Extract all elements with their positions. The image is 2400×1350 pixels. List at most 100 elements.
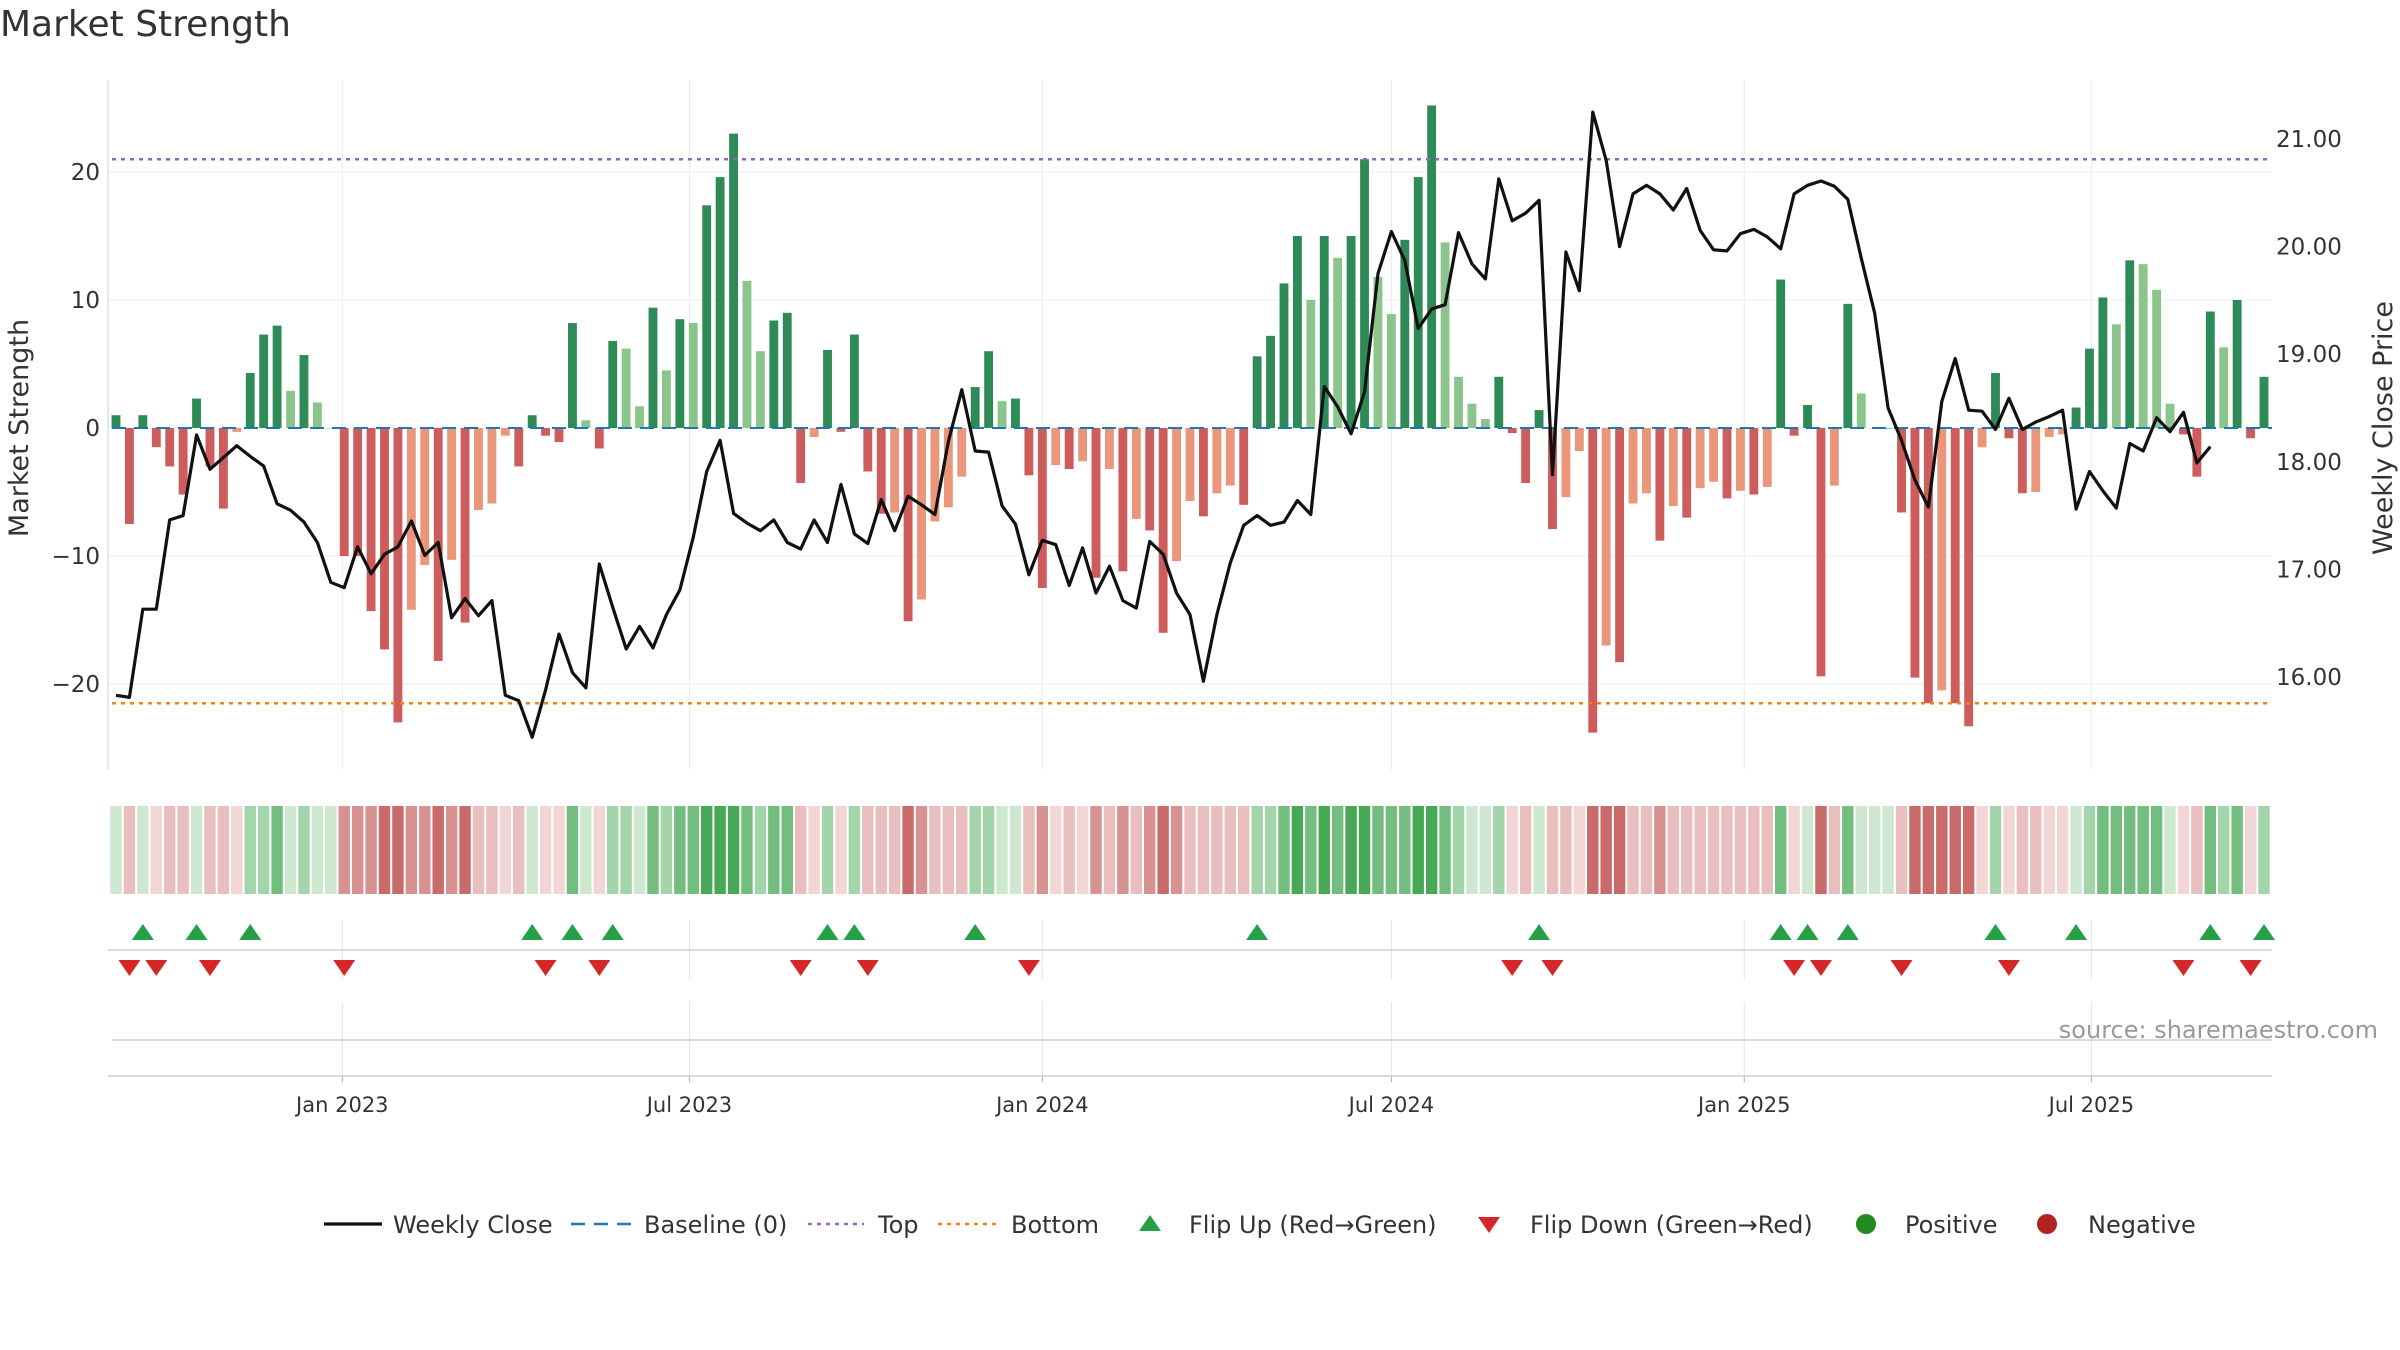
strength-bar bbox=[554, 428, 564, 443]
heat-cell bbox=[2258, 806, 2270, 894]
strength-bar bbox=[970, 387, 980, 428]
flip-down-marker bbox=[1017, 960, 1040, 976]
strength-bar bbox=[1668, 428, 1678, 507]
heat-cell bbox=[1184, 806, 1196, 894]
x-tick-label: Jul 2025 bbox=[2047, 1093, 2134, 1117]
heat-cell bbox=[177, 806, 189, 894]
heat-cell bbox=[593, 806, 606, 894]
x-tick-label: Jan 2024 bbox=[994, 1093, 1089, 1117]
strength-bar bbox=[1789, 428, 1799, 436]
strength-bar bbox=[1037, 428, 1047, 588]
heat-cell bbox=[271, 806, 283, 894]
flip-up-marker bbox=[1528, 924, 1551, 940]
heat-cell bbox=[1345, 806, 1357, 894]
strength-bar bbox=[1252, 356, 1262, 428]
y2-axis-title: Weekly Close Price bbox=[2368, 301, 2399, 555]
strength-bar bbox=[500, 428, 510, 436]
strength-bar bbox=[594, 428, 604, 449]
heat-cell bbox=[2016, 806, 2029, 894]
strength-bar bbox=[1078, 428, 1088, 462]
heat-cell bbox=[2164, 806, 2176, 894]
strength-bar bbox=[111, 415, 121, 428]
strength-bar bbox=[1051, 428, 1061, 466]
strength-bar bbox=[997, 401, 1007, 428]
heat-cell bbox=[1452, 806, 1465, 894]
strength-bar bbox=[406, 428, 416, 610]
strength-bar bbox=[1494, 376, 1504, 428]
strength-bar bbox=[380, 428, 389, 650]
strength-bar bbox=[836, 428, 846, 432]
heat-cell bbox=[1667, 806, 1680, 894]
strength-bar bbox=[1642, 428, 1651, 494]
strength-bar bbox=[769, 320, 779, 428]
heat-cell bbox=[821, 806, 834, 894]
heat-cell bbox=[311, 806, 324, 894]
heat-cell bbox=[929, 806, 941, 894]
strength-bar bbox=[661, 370, 671, 428]
heat-cell bbox=[982, 806, 995, 894]
heat-cell bbox=[915, 806, 928, 894]
strength-bar bbox=[1682, 428, 1692, 518]
strength-bar bbox=[1709, 428, 1719, 482]
heat-cell bbox=[526, 806, 538, 894]
x-tick-label: Jan 2023 bbox=[294, 1093, 389, 1117]
heat-cell bbox=[727, 806, 740, 894]
flip-down-marker bbox=[588, 960, 611, 976]
flip-up-marker bbox=[2253, 924, 2275, 940]
heat-cell bbox=[1385, 806, 1398, 894]
heat-cell bbox=[1063, 806, 1075, 894]
heat-cell bbox=[1909, 806, 1921, 894]
flip-down-marker bbox=[118, 960, 141, 976]
strength-bar bbox=[1145, 428, 1155, 531]
heat-cell bbox=[2083, 806, 2096, 894]
strength-bar bbox=[2058, 428, 2068, 435]
heat-cell bbox=[1600, 806, 1612, 894]
strength-bar bbox=[1091, 428, 1101, 578]
heat-cell bbox=[1761, 806, 1773, 894]
heat-cell bbox=[351, 806, 364, 894]
strength-bar bbox=[1923, 428, 1933, 704]
strength-bar bbox=[1803, 404, 1812, 428]
strength-bar bbox=[514, 428, 524, 467]
heat-cell bbox=[687, 806, 699, 894]
heat-cell bbox=[660, 806, 673, 894]
heat-cell bbox=[647, 806, 659, 894]
flip-up-marker bbox=[1836, 924, 1859, 940]
strength-bar bbox=[635, 406, 645, 428]
strength-bar bbox=[527, 415, 537, 428]
y-axis-title: Market Strength bbox=[4, 319, 35, 537]
strength-bar bbox=[1386, 314, 1396, 428]
strength-bar bbox=[460, 428, 470, 623]
heat-cell bbox=[1855, 806, 1867, 894]
heat-cell bbox=[539, 806, 552, 894]
heat-cell bbox=[1654, 806, 1666, 894]
strength-bar bbox=[1628, 428, 1638, 504]
strength-bar bbox=[1454, 376, 1463, 428]
y2-tick-label: 18.00 bbox=[2276, 450, 2342, 476]
legend-label: Bottom bbox=[1011, 1211, 1099, 1239]
heat-cell bbox=[486, 806, 498, 894]
strength-bar bbox=[823, 349, 832, 428]
heat-cell bbox=[284, 806, 297, 894]
flip-down-marker bbox=[789, 960, 812, 976]
strength-bar bbox=[621, 348, 631, 428]
strength-bar bbox=[1883, 428, 1893, 429]
strength-bar bbox=[1131, 428, 1141, 519]
strength-bar bbox=[1024, 428, 1034, 476]
heat-cell bbox=[1774, 806, 1787, 894]
heat-cell bbox=[1828, 806, 1841, 894]
strength-bar bbox=[299, 355, 309, 428]
weekly-close-line bbox=[115, 110, 2212, 739]
strength-bar bbox=[1534, 410, 1544, 428]
heat-cell bbox=[338, 806, 350, 894]
heat-cell bbox=[1989, 806, 2002, 894]
strength-bar bbox=[1964, 428, 1974, 727]
flip-up-marker bbox=[1796, 924, 1819, 940]
flip-up-marker bbox=[2199, 924, 2222, 940]
heat-cell bbox=[714, 806, 726, 894]
strength-bar bbox=[1897, 428, 1906, 513]
legend-label: Positive bbox=[1905, 1211, 1998, 1239]
heat-cell bbox=[768, 806, 780, 894]
circle-icon bbox=[2037, 1214, 2057, 1234]
